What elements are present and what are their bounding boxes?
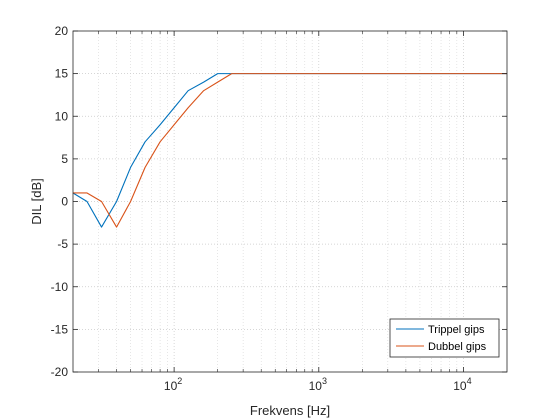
series-line-dubbel-gips <box>73 73 507 228</box>
x-tick-label: 104 <box>453 376 471 393</box>
y-tick-label: 10 <box>55 109 69 123</box>
y-tick-label: 15 <box>55 67 69 81</box>
legend-box <box>389 318 500 358</box>
y-tick-label: 5 <box>61 152 68 166</box>
y-tick-label: -10 <box>51 280 69 294</box>
y-tick-label: -15 <box>51 322 69 336</box>
x-tick-label: 102 <box>164 376 182 393</box>
tick-layer: 102 103 104 20 15 10 5 0 -5 -10 -15 -20 <box>51 24 507 393</box>
legend-label-trippel-gips: Trippel gips <box>428 324 485 336</box>
legend: Trippel gips Dubbel gips <box>389 318 500 358</box>
grid-layer <box>73 31 507 372</box>
x-axis-label: Frekvens [Hz] <box>250 403 330 418</box>
y-tick-label: 0 <box>61 195 68 209</box>
y-tick-label: -20 <box>51 365 69 379</box>
series-layer <box>72 73 507 228</box>
label-layer: Frekvens [Hz] DIL [dB] <box>29 178 330 418</box>
legend-label-dubbel-gips: Dubbel gips <box>428 341 487 353</box>
y-axis-label: DIL [dB] <box>29 178 44 224</box>
y-tick-label: -5 <box>57 237 68 251</box>
x-tick-label: 103 <box>309 376 327 393</box>
y-tick-label: 20 <box>55 24 69 38</box>
